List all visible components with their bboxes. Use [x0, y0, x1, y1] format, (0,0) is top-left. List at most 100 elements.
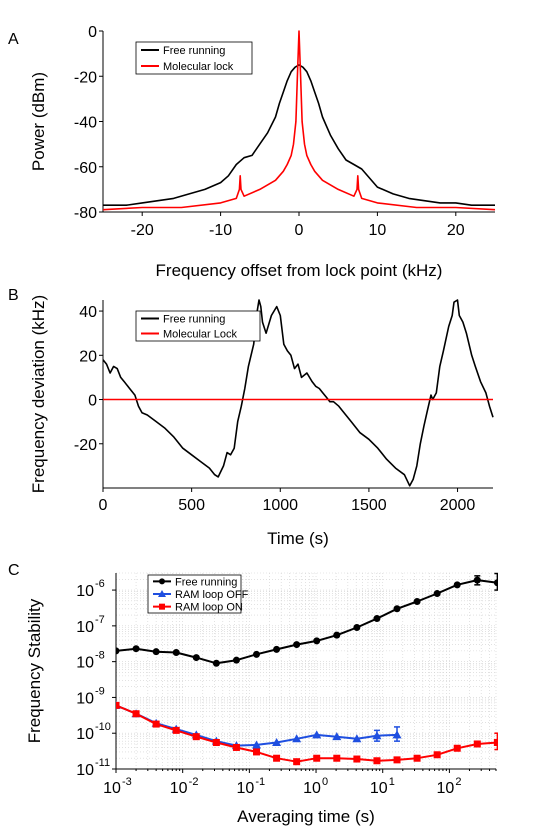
data-point — [353, 623, 361, 631]
data-point — [232, 743, 240, 751]
legend-box — [135, 41, 253, 75]
y-tick-exponent: -9 — [95, 685, 105, 697]
y-tick-label: 10 — [76, 762, 94, 779]
data-point — [352, 734, 362, 743]
legend-label: RAM loop ON — [175, 602, 243, 614]
x-tick-label: 1500 — [351, 497, 387, 514]
x-tick-label: 10 — [236, 780, 254, 797]
data-point — [393, 756, 401, 764]
data-point — [453, 581, 461, 589]
legend-marker — [158, 590, 166, 597]
legend-box — [135, 310, 261, 342]
data-point — [232, 656, 240, 664]
legend-label: Molecular Lock — [163, 329, 237, 341]
data-point — [273, 754, 281, 762]
x-tick-exponent: 2 — [455, 776, 461, 788]
legend: Free running Molecular lock — [135, 41, 253, 75]
y-tick-label: -20 — [74, 437, 97, 454]
data-point — [253, 748, 261, 756]
data-point — [132, 645, 140, 653]
x-tick-label: 1000 — [262, 497, 298, 514]
data-point — [433, 751, 441, 759]
data-point — [292, 734, 302, 743]
data-point — [313, 754, 321, 762]
panel-label: C — [8, 562, 20, 579]
x-tick-label: 10 — [436, 780, 454, 797]
data-point — [253, 650, 261, 658]
data-point — [116, 701, 120, 709]
x-tick-label: 500 — [178, 497, 205, 514]
data-point — [192, 654, 200, 662]
x-tick-exponent: 0 — [322, 776, 328, 788]
x-tick-label: 0 — [99, 497, 108, 514]
x-tick-label: 0 — [295, 222, 304, 239]
legend-marker — [159, 603, 165, 610]
y-tick-label: 10 — [76, 583, 94, 600]
data-point — [293, 641, 301, 649]
y-tick-exponent: -6 — [95, 578, 105, 590]
data-point — [132, 710, 140, 718]
series-line-1 — [103, 30, 496, 211]
x-axis-label: Time (s) — [267, 529, 329, 548]
y-tick-label: 0 — [88, 393, 97, 410]
y-tick-label: -20 — [74, 69, 97, 86]
data-point — [392, 730, 402, 739]
data-point — [333, 754, 341, 762]
y-tick-exponent: -11 — [95, 757, 110, 769]
legend-label: Free running — [175, 576, 237, 588]
x-tick-exponent: -2 — [189, 776, 199, 788]
legend-marker — [159, 578, 165, 585]
x-axis-label: Averaging time (s) — [237, 807, 375, 826]
legend-label: Free running — [163, 45, 225, 57]
y-tick-label: -80 — [74, 205, 97, 222]
series-group — [103, 299, 494, 487]
legend-label: Free running — [163, 314, 225, 326]
legend-label: Molecular lock — [163, 61, 234, 73]
data-point — [493, 579, 498, 587]
x-tick-label: 10 — [103, 780, 121, 797]
x-tick-label: 10 — [369, 222, 387, 239]
y-axis-label: Power (dBm) — [29, 72, 48, 171]
data-point — [312, 730, 322, 739]
data-point — [473, 576, 481, 584]
data-point — [373, 757, 381, 765]
y-axis-label: Frequency deviation (kHz) — [29, 295, 48, 493]
data-point — [152, 648, 160, 656]
y-tick-label: 10 — [76, 690, 94, 707]
y-tick-exponent: -7 — [95, 614, 105, 626]
data-point — [272, 738, 282, 747]
panel-b: B 0 500 1000 1500 2000 40 20 0 -20 Time (s) Frequen… — [8, 287, 494, 548]
panel-a: A -20 -10 0 10 20 0 -20 -40 -60 -80 Frequency offse… — [8, 24, 496, 280]
series-group — [103, 30, 496, 211]
series-group — [116, 572, 498, 766]
data-point — [293, 758, 301, 766]
y-tick-label: 10 — [76, 726, 94, 743]
x-tick-label: -10 — [209, 222, 232, 239]
y-tick-label: 20 — [79, 348, 97, 365]
y-tick-label: 40 — [79, 304, 97, 321]
x-tick-exponent: -1 — [255, 776, 265, 788]
x-tick-label: 10 — [303, 780, 321, 797]
data-point — [473, 740, 481, 748]
data-point — [333, 631, 341, 639]
y-tick-label: -60 — [74, 160, 97, 177]
data-point — [212, 659, 220, 667]
data-point — [353, 755, 361, 763]
panel-label: A — [8, 31, 19, 48]
data-point — [393, 605, 401, 613]
x-tick-exponent: -3 — [122, 776, 132, 788]
x-axis-label: Frequency offset from lock point (kHz) — [156, 261, 443, 280]
data-point — [212, 739, 220, 747]
y-tick-exponent: -10 — [95, 721, 111, 733]
series-line-0 — [103, 299, 494, 487]
x-tick-label: -20 — [131, 222, 154, 239]
y-tick-label: 10 — [76, 655, 94, 672]
data-point — [273, 645, 281, 653]
data-point — [116, 647, 120, 655]
series-line-0 — [103, 64, 495, 206]
data-point — [413, 597, 421, 605]
x-tick-label: 20 — [447, 222, 465, 239]
x-tick-label: 2000 — [440, 497, 476, 514]
